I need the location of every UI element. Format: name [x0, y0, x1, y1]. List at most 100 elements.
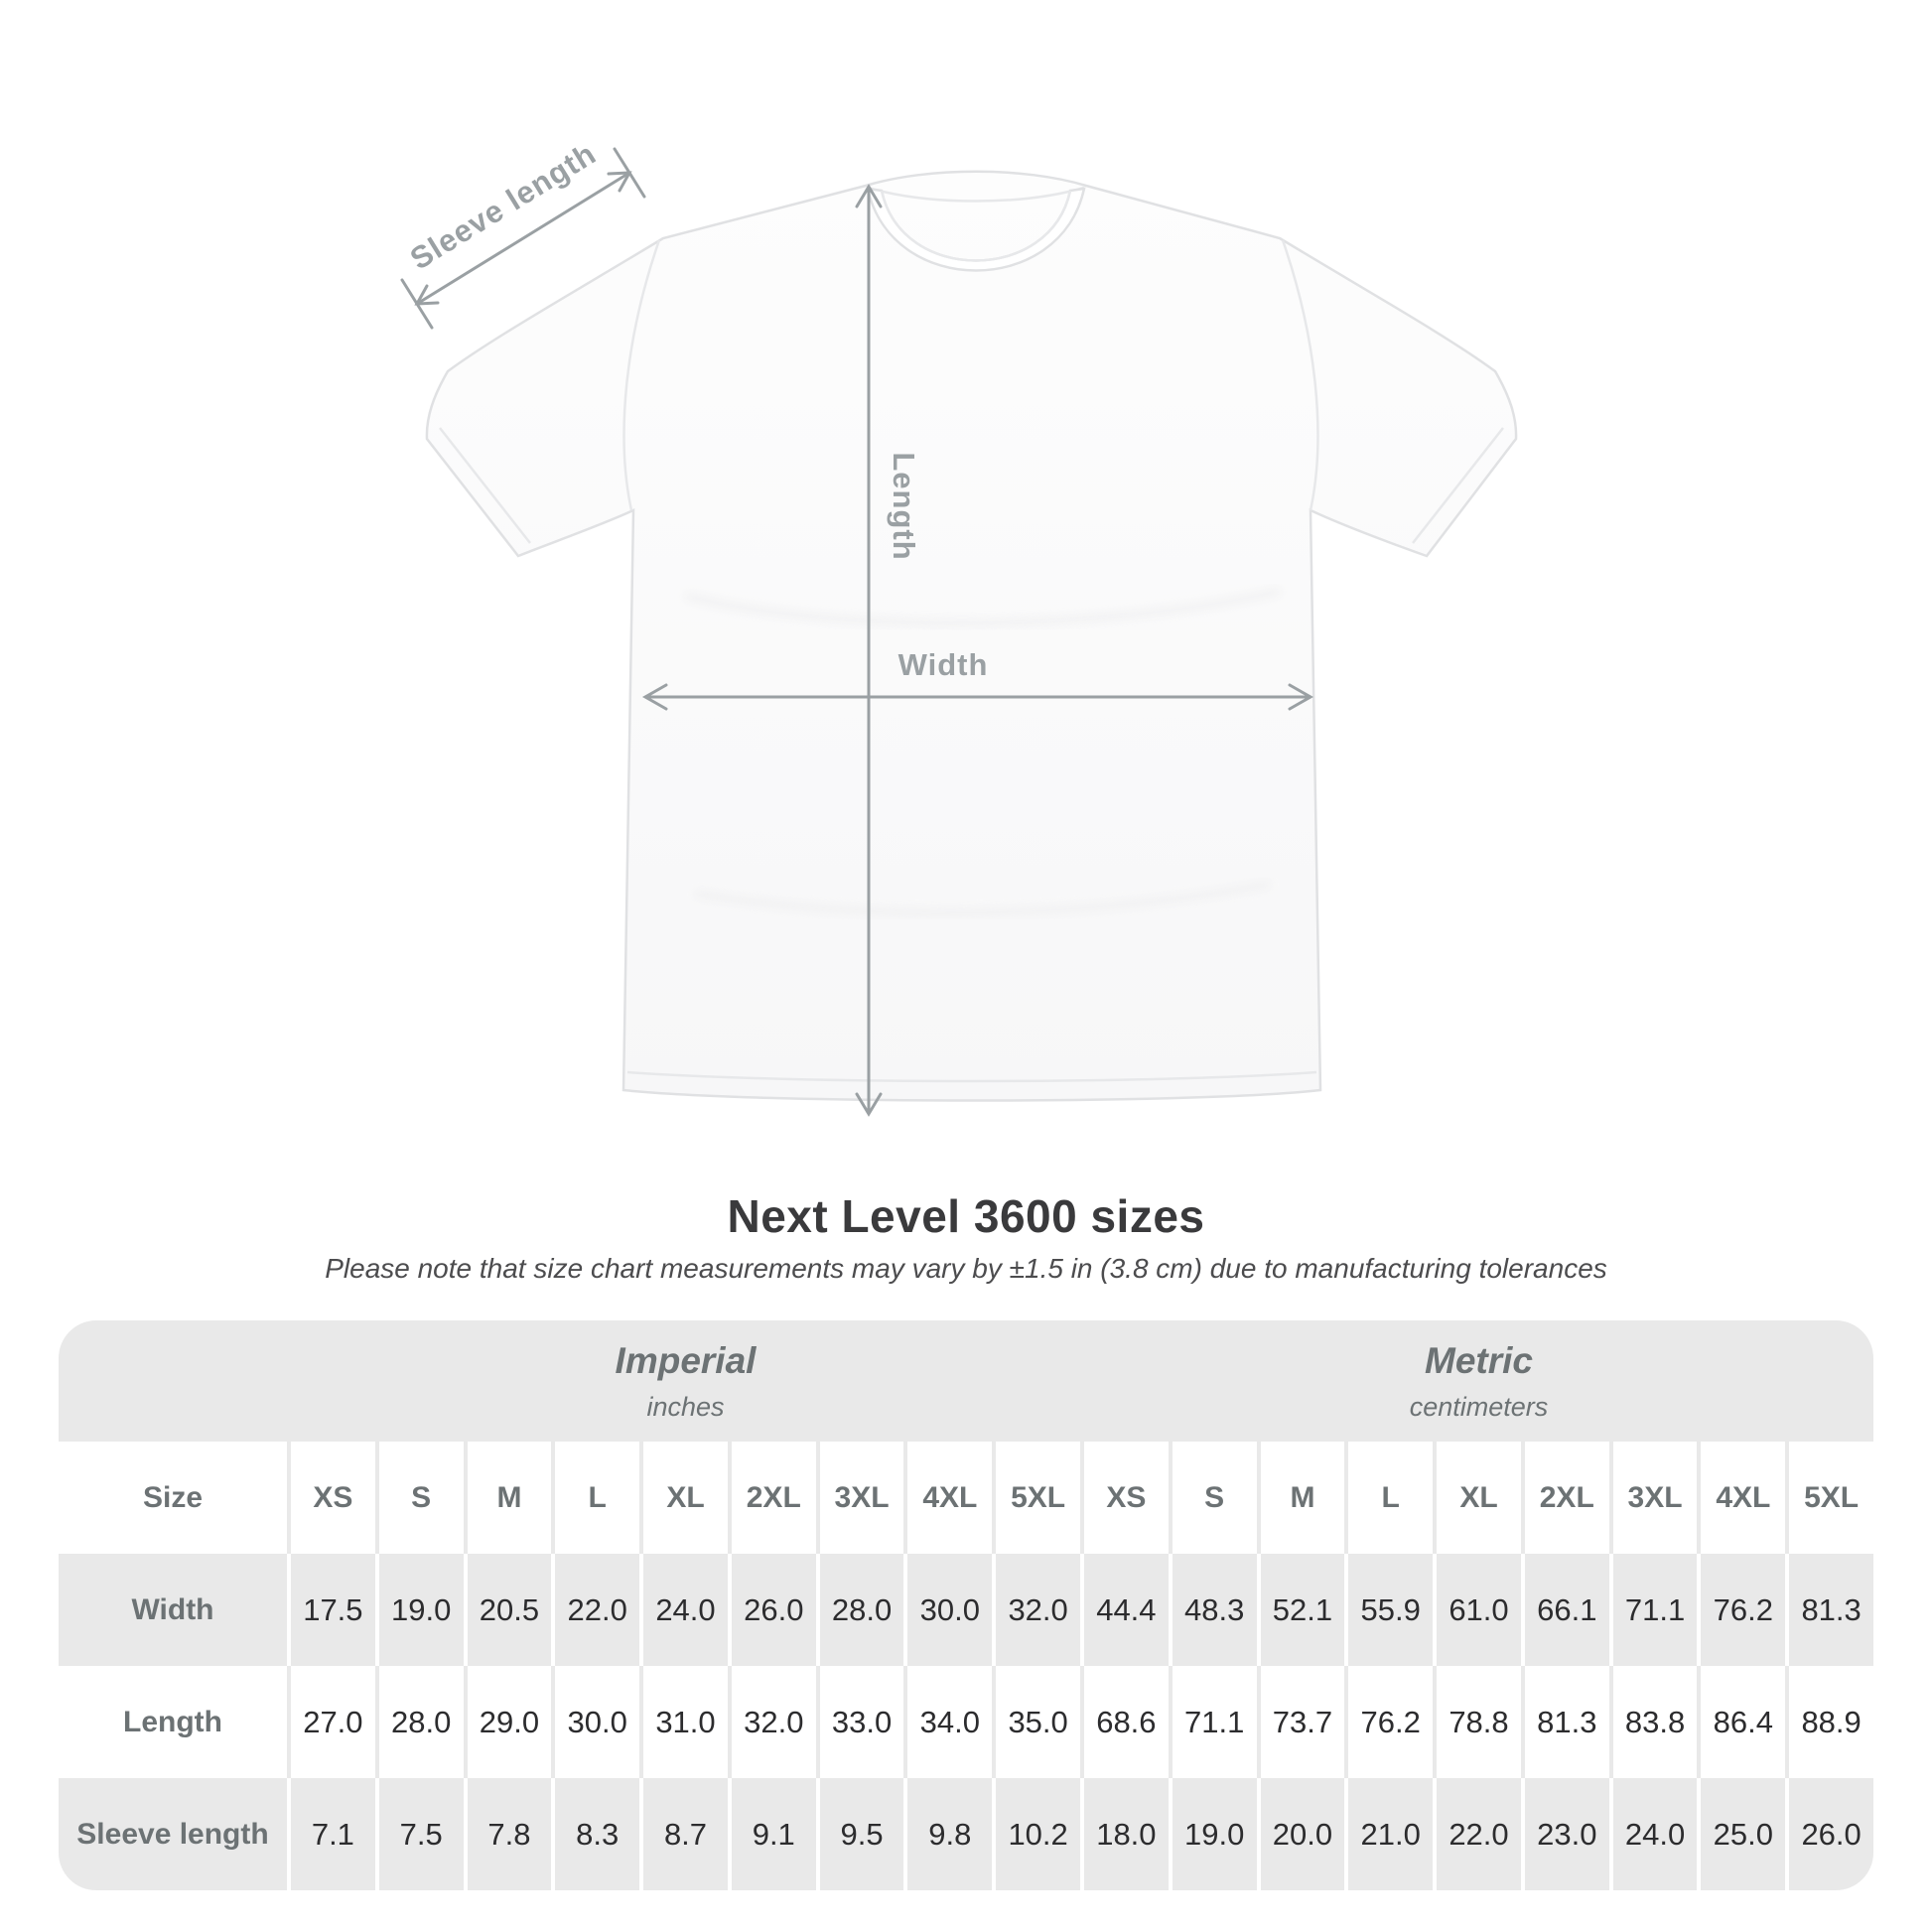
size-col-imperial-4xl: 4XL: [907, 1442, 993, 1554]
width-metric-value: 76.2: [1701, 1554, 1786, 1666]
width-row: Width 17.5 19.0 20.5 22.0 24.0 26.0 28.0…: [59, 1554, 1873, 1666]
sleeve-imperial-value: 7.1: [291, 1778, 375, 1890]
imperial-label: Imperial: [615, 1339, 757, 1381]
size-col-metric-4xl: 4XL: [1701, 1442, 1786, 1554]
size-header-row: Size XS S M L XL 2XL 3XL 4XL 5XL XS S M …: [59, 1442, 1873, 1554]
width-metric-value: 55.9: [1348, 1554, 1434, 1666]
page-title: Next Level 3600 sizes: [727, 1190, 1205, 1242]
sleeve-metric-value: 19.0: [1172, 1778, 1257, 1890]
length-imperial-value: 30.0: [555, 1666, 640, 1778]
sleeve-length-row: Sleeve length 7.1 7.5 7.8 8.3 8.7 9.1 9.…: [59, 1778, 1873, 1890]
sleeve-metric-value: 23.0: [1524, 1778, 1609, 1890]
length-metric-value: 83.8: [1612, 1666, 1698, 1778]
sleeve-imperial-value: 10.2: [996, 1778, 1080, 1890]
width-metric-value: 48.3: [1172, 1554, 1257, 1666]
sleeve-metric-value: 24.0: [1612, 1778, 1698, 1890]
size-col-metric-2xl: 2XL: [1524, 1442, 1609, 1554]
width-metric-value: 81.3: [1789, 1554, 1873, 1666]
metric-group-header: Metric centimeters: [1084, 1320, 1873, 1442]
sleeve-metric-value: 22.0: [1437, 1778, 1521, 1890]
width-row-label: Width: [59, 1554, 287, 1666]
collar: [866, 186, 1086, 272]
width-metric-value: 66.1: [1524, 1554, 1609, 1666]
width-imperial-value: 17.5: [291, 1554, 375, 1666]
length-metric-value: 88.9: [1789, 1666, 1873, 1778]
width-metric-value: 61.0: [1437, 1554, 1521, 1666]
width-imperial-value: 28.0: [819, 1554, 904, 1666]
size-col-metric-xs: XS: [1084, 1442, 1169, 1554]
sleeve-metric-value: 20.0: [1260, 1778, 1345, 1890]
length-metric-value: 71.1: [1172, 1666, 1257, 1778]
size-col-metric-xl: XL: [1437, 1442, 1521, 1554]
sleeve-imperial-value: 7.8: [467, 1778, 552, 1890]
width-imperial-value: 24.0: [643, 1554, 728, 1666]
sleeve-imperial-value: 8.7: [643, 1778, 728, 1890]
width-imperial-value: 19.0: [378, 1554, 464, 1666]
unit-group-header-row: Imperial inches Metric centimeters: [59, 1320, 1873, 1442]
size-col-imperial-5xl: 5XL: [996, 1442, 1080, 1554]
metric-label: Metric: [1425, 1339, 1533, 1381]
length-label: Length: [887, 452, 921, 560]
size-col-imperial-m: M: [467, 1442, 552, 1554]
width-label: Width: [898, 647, 989, 682]
size-col-imperial-2xl: 2XL: [731, 1442, 816, 1554]
width-imperial-value: 20.5: [467, 1554, 552, 1666]
tshirt-image: [425, 170, 1518, 1102]
sleeve-length-row-label: Sleeve length: [59, 1778, 287, 1890]
sleeve-metric-value: 21.0: [1348, 1778, 1434, 1890]
sleeve-imperial-value: 9.1: [731, 1778, 816, 1890]
sleeve-metric-value: 25.0: [1701, 1778, 1786, 1890]
length-metric-value: 81.3: [1524, 1666, 1609, 1778]
sleeve-metric-value: 18.0: [1084, 1778, 1169, 1890]
metric-unit: centimeters: [1409, 1391, 1549, 1422]
size-col-metric-5xl: 5XL: [1789, 1442, 1873, 1554]
length-dimension-arrow: [855, 184, 883, 1117]
size-col-imperial-xl: XL: [643, 1442, 728, 1554]
size-col-imperial-l: L: [555, 1442, 640, 1554]
width-imperial-value: 30.0: [907, 1554, 993, 1666]
size-col-metric-m: M: [1260, 1442, 1345, 1554]
size-col-imperial-s: S: [378, 1442, 464, 1554]
length-metric-value: 86.4: [1701, 1666, 1786, 1778]
length-metric-value: 76.2: [1348, 1666, 1434, 1778]
sleeve-imperial-value: 9.8: [907, 1778, 993, 1890]
length-imperial-value: 32.0: [731, 1666, 816, 1778]
sleeve-imperial-value: 8.3: [555, 1778, 640, 1890]
sleeve-length-label: Sleeve length: [404, 136, 602, 277]
size-col-metric-3xl: 3XL: [1612, 1442, 1698, 1554]
sleeve-length-dimension-arrow: [400, 147, 646, 330]
length-imperial-value: 27.0: [291, 1666, 375, 1778]
size-col-imperial-3xl: 3XL: [819, 1442, 904, 1554]
length-imperial-value: 34.0: [907, 1666, 993, 1778]
width-metric-value: 71.1: [1612, 1554, 1698, 1666]
size-col-metric-l: L: [1348, 1442, 1434, 1554]
width-imperial-value: 32.0: [996, 1554, 1080, 1666]
length-row-label: Length: [59, 1666, 287, 1778]
size-table: Imperial inches Metric centimeters Size …: [59, 1320, 1873, 1890]
length-imperial-value: 33.0: [819, 1666, 904, 1778]
width-imperial-value: 26.0: [731, 1554, 816, 1666]
size-col-metric-s: S: [1172, 1442, 1257, 1554]
length-imperial-value: 29.0: [467, 1666, 552, 1778]
length-imperial-value: 28.0: [378, 1666, 464, 1778]
width-metric-value: 44.4: [1084, 1554, 1169, 1666]
imperial-unit: inches: [646, 1391, 725, 1422]
length-metric-value: 68.6: [1084, 1666, 1169, 1778]
sleeve-imperial-value: 7.5: [378, 1778, 464, 1890]
length-metric-value: 78.8: [1437, 1666, 1521, 1778]
size-col-imperial-xs: XS: [291, 1442, 375, 1554]
width-dimension-arrow: [641, 683, 1314, 711]
sleeve-metric-value: 26.0: [1789, 1778, 1873, 1890]
size-header: Size: [59, 1442, 287, 1554]
length-metric-value: 73.7: [1260, 1666, 1345, 1778]
sleeve-imperial-value: 9.5: [819, 1778, 904, 1890]
width-metric-value: 52.1: [1260, 1554, 1345, 1666]
tolerance-note: Please note that size chart measurements…: [325, 1253, 1607, 1284]
tshirt-measurement-diagram: Sleeve length Length Width: [400, 136, 1518, 1117]
width-imperial-value: 22.0: [555, 1554, 640, 1666]
imperial-group-header: Imperial inches: [291, 1320, 1080, 1442]
length-row: Length 27.0 28.0 29.0 30.0 31.0 32.0 33.…: [59, 1666, 1873, 1778]
length-imperial-value: 35.0: [996, 1666, 1080, 1778]
length-imperial-value: 31.0: [643, 1666, 728, 1778]
